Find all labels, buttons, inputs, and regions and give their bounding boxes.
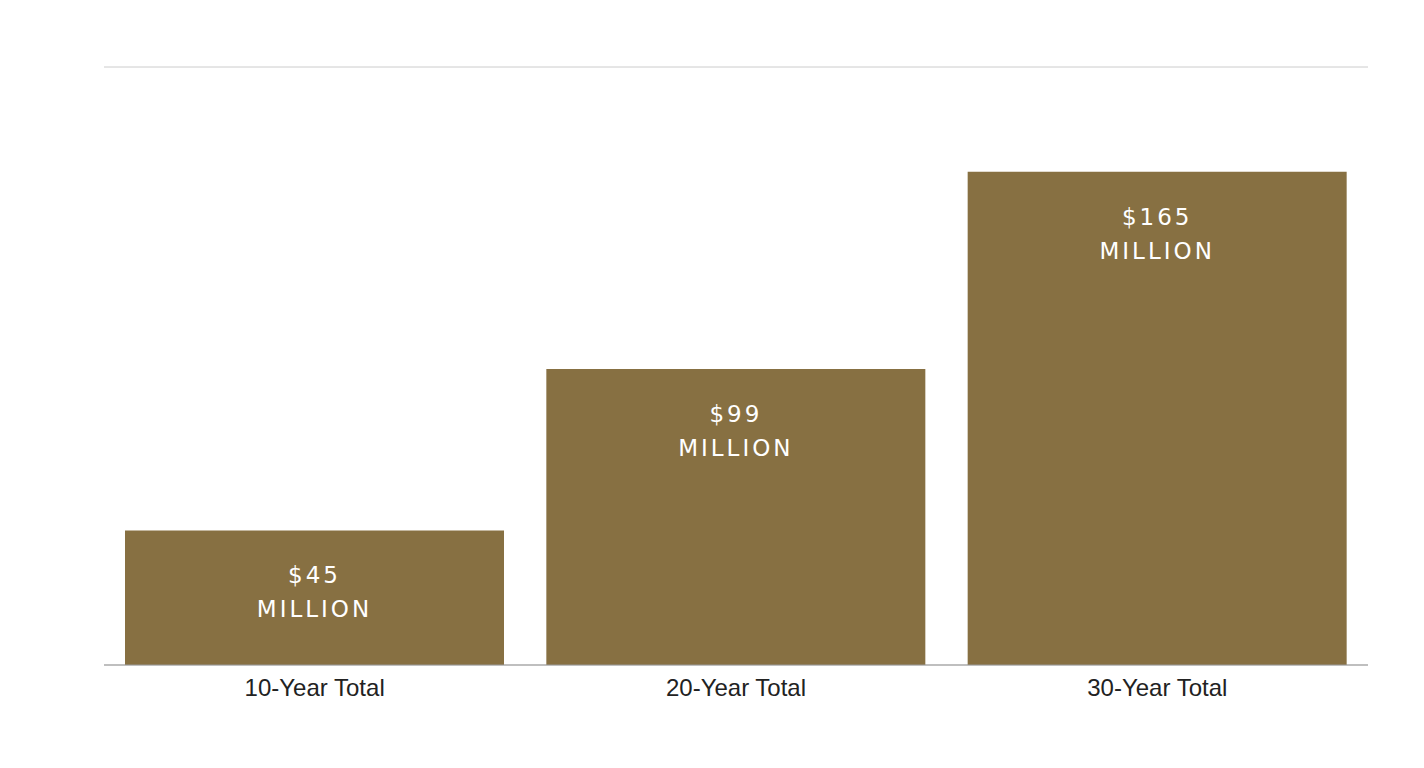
svg-text:10-Year Total: 10-Year Total (245, 674, 385, 701)
svg-text:20-Year Total: 20-Year Total (666, 674, 806, 701)
svg-text:$99MILLION: $99MILLION (678, 401, 793, 461)
svg-text:$45MILLION: $45MILLION (257, 562, 372, 622)
svg-text:30-Year Total: 30-Year Total (1087, 674, 1227, 701)
svg-text:$165MILLION: $165MILLION (1099, 204, 1214, 264)
